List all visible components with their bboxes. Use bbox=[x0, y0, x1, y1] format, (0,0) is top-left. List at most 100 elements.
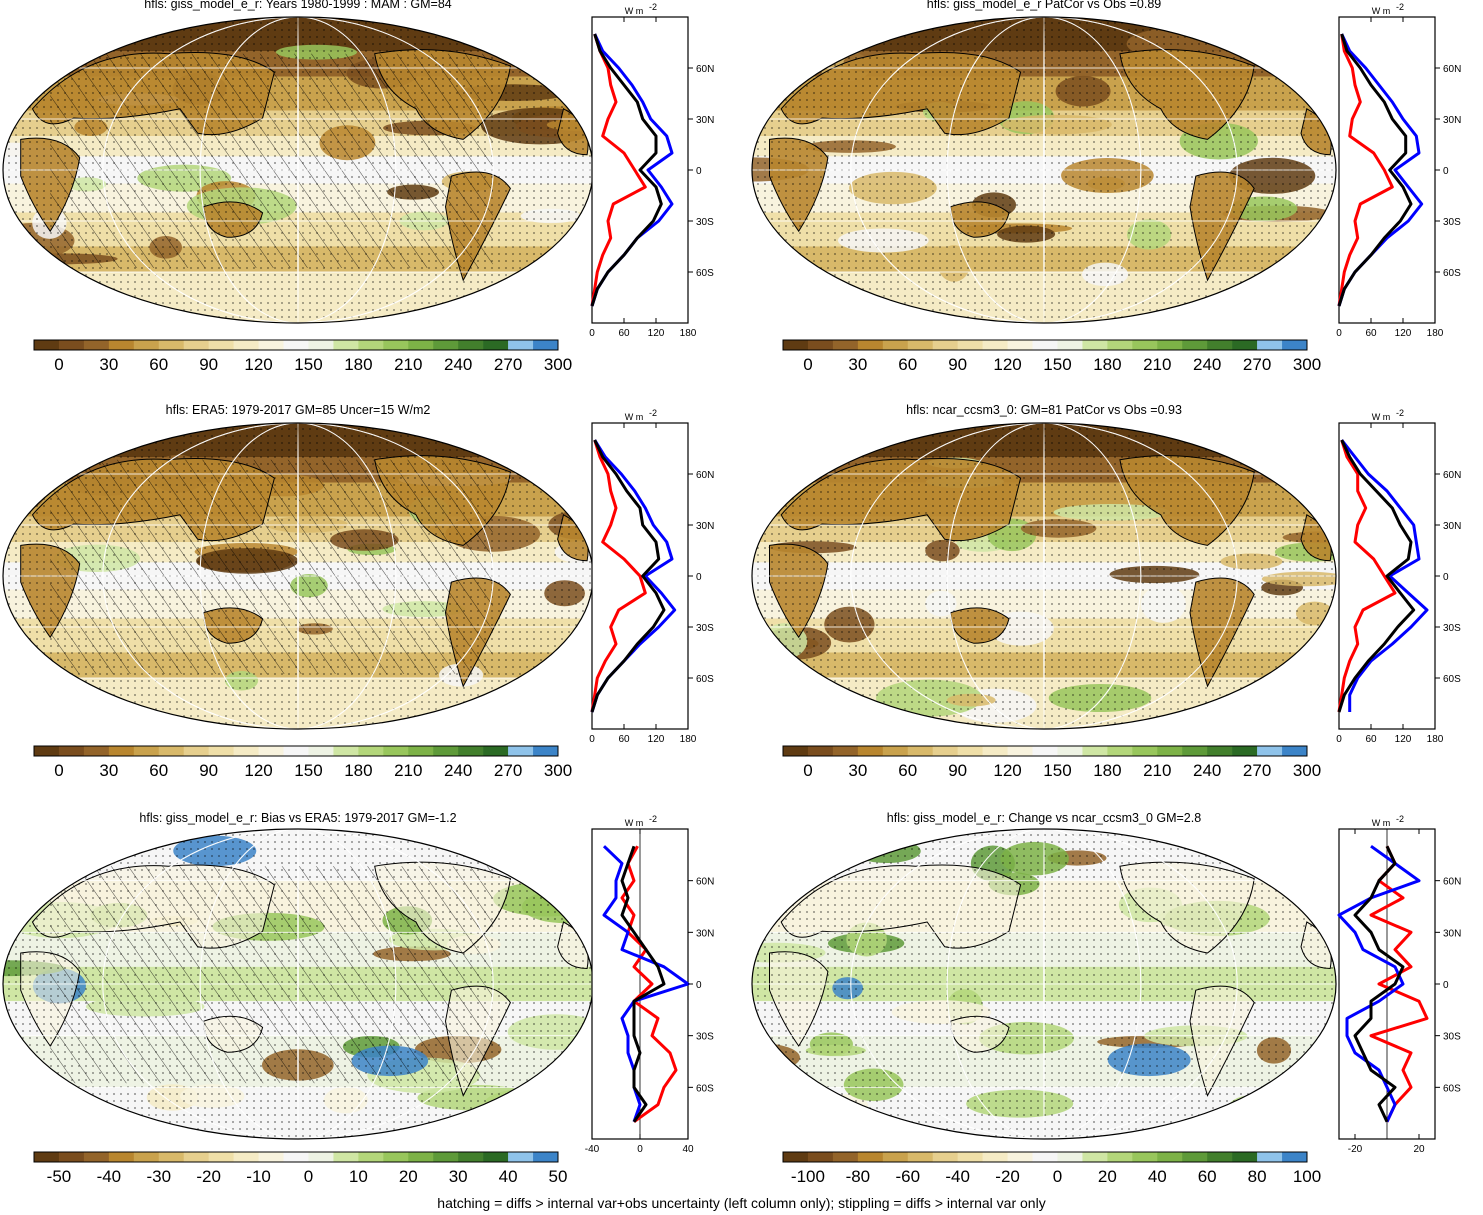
colorbar-tick-label: 300 bbox=[544, 761, 572, 780]
colorbar-tick-label: 270 bbox=[1243, 761, 1271, 780]
profile-unit-superscript: -2 bbox=[1396, 2, 1404, 12]
colorbar-swatch bbox=[383, 1152, 409, 1162]
colorbar-tick-label: 0 bbox=[304, 1167, 313, 1186]
colorbar-tick-label: 210 bbox=[1143, 355, 1171, 374]
colorbar-tick-label: 270 bbox=[494, 355, 522, 374]
profile-x-tick-label: 0 bbox=[637, 1144, 643, 1155]
colorbar-swatch bbox=[1132, 1152, 1158, 1162]
profile-y-tick-label: 0 bbox=[696, 980, 702, 991]
colorbar-tick-label: 10 bbox=[349, 1167, 368, 1186]
colorbar-swatch bbox=[458, 340, 484, 350]
colorbar-swatch bbox=[1157, 1152, 1183, 1162]
profile-y-tick-label: 30S bbox=[696, 217, 714, 228]
colorbar-swatch bbox=[308, 746, 334, 756]
colorbar-swatch bbox=[458, 746, 484, 756]
colorbar-swatch bbox=[433, 1152, 459, 1162]
colorbar-swatch bbox=[1157, 340, 1183, 350]
profile-line-red bbox=[590, 439, 647, 713]
colorbar-swatch bbox=[483, 746, 509, 756]
colorbar-swatch bbox=[508, 746, 534, 756]
colorbar-swatch bbox=[333, 340, 359, 350]
colorbar-swatch bbox=[857, 746, 884, 756]
profile-line-red bbox=[1337, 439, 1397, 713]
profile-obs-era5: 0 60 120 180 60N 30N 0 30S 60S W m -2 bbox=[589, 408, 714, 745]
colorbar-swatch bbox=[258, 340, 284, 350]
profile-x-tick-label: 0 bbox=[589, 734, 595, 745]
colorbar-tick-label: 90 bbox=[948, 761, 967, 780]
colorbar-swatch bbox=[1207, 746, 1233, 756]
colorbar-swatch bbox=[1257, 340, 1283, 350]
profile-line-black bbox=[620, 845, 666, 1123]
profile-x-tick-label: 180 bbox=[680, 328, 697, 339]
colorbar-swatch bbox=[208, 1152, 234, 1162]
profile-y-tick-label: 60S bbox=[1443, 268, 1461, 279]
colorbar-swatch bbox=[1082, 1152, 1108, 1162]
colorbar-swatch bbox=[832, 746, 859, 756]
profile-unit-label: W m bbox=[625, 412, 644, 422]
profile-x-tick-label: 120 bbox=[648, 734, 665, 745]
profile-y-tick-label: 60N bbox=[1443, 470, 1461, 481]
profile-y-tick-label: 60S bbox=[696, 268, 714, 279]
colorbar-swatch bbox=[1107, 340, 1133, 350]
colorbar-swatch bbox=[1082, 746, 1108, 756]
colorbar-swatch bbox=[1232, 340, 1258, 350]
colorbar-tick-label: 180 bbox=[1093, 761, 1121, 780]
profile-x-tick-label: 180 bbox=[1427, 328, 1444, 339]
profile-line-black bbox=[1337, 33, 1413, 307]
colorbar-tick-label: 0 bbox=[54, 355, 63, 374]
profile-compare-ncar: 0 60 120 180 60N 30N 0 30S 60S W m -2 bbox=[1336, 408, 1461, 745]
colorbar-tick-label: 0 bbox=[803, 355, 812, 374]
colorbar-tick-label: 120 bbox=[993, 355, 1021, 374]
colorbar-swatch bbox=[83, 340, 110, 350]
colorbar-swatch bbox=[83, 746, 110, 756]
colorbar-swatch bbox=[308, 1152, 334, 1162]
profile-unit-superscript: -2 bbox=[1396, 814, 1404, 824]
profile-line-blue bbox=[1340, 439, 1429, 712]
colorbar-swatch bbox=[208, 340, 234, 350]
colorbar-tick-label: 30 bbox=[99, 761, 118, 780]
profile-line-blue bbox=[1337, 844, 1421, 1123]
colorbar-swatch bbox=[957, 340, 983, 350]
map-change bbox=[751, 828, 1337, 1140]
profile-y-tick-label: 60N bbox=[696, 470, 714, 481]
profile-x-tick-label: 60 bbox=[618, 734, 630, 745]
colorbar-swatch bbox=[34, 1152, 60, 1162]
colorbar-swatch bbox=[932, 1152, 958, 1162]
profile-unit-superscript: -2 bbox=[649, 408, 657, 418]
colorbar-swatch bbox=[957, 746, 983, 756]
profile-unit-label: W m bbox=[1372, 818, 1391, 828]
colorbar-tick-label: 210 bbox=[394, 761, 422, 780]
colorbar-swatch bbox=[333, 746, 359, 756]
colorbar-tick-label: 60 bbox=[898, 355, 917, 374]
profile-x-tick-label: 120 bbox=[1395, 328, 1412, 339]
colorbar-swatch bbox=[108, 746, 135, 756]
colorbar-swatch bbox=[1257, 746, 1283, 756]
profile-x-tick-label: 180 bbox=[680, 734, 697, 745]
colorbar-tick-label: 80 bbox=[1248, 1167, 1267, 1186]
profile-x-tick-label: 40 bbox=[682, 1144, 694, 1155]
colorbar-change: -100 -80 -60 -40 -20 0 20 40 60 80 100 bbox=[782, 1151, 1321, 1186]
colorbar-swatch bbox=[1282, 340, 1308, 350]
profile-line-red bbox=[590, 33, 647, 307]
profile-x-tick-label: 60 bbox=[1365, 734, 1377, 745]
panel-title: hfls: giss_model_e_r PatCor vs Obs =0.89 bbox=[927, 0, 1162, 11]
colorbar-swatch bbox=[1282, 746, 1308, 756]
colorbar-swatch bbox=[932, 340, 958, 350]
colorbar-tick-label: 150 bbox=[294, 355, 322, 374]
colorbar-swatch bbox=[1132, 340, 1158, 350]
colorbar-swatch bbox=[233, 340, 259, 350]
colorbar-tick-label: -20 bbox=[995, 1167, 1020, 1186]
colorbar-swatch bbox=[233, 746, 259, 756]
colorbar-swatch bbox=[183, 1152, 209, 1162]
colorbar-tick-label: 270 bbox=[1243, 355, 1271, 374]
colorbar-tick-label: 60 bbox=[1198, 1167, 1217, 1186]
colorbar-tick-label: 30 bbox=[848, 761, 867, 780]
colorbar-bias: -50 -40 -30 -20 -10 0 10 20 30 40 50 bbox=[33, 1151, 567, 1186]
map-model-patcor bbox=[751, 16, 1337, 324]
colorbar-swatch bbox=[1182, 1152, 1208, 1162]
profile-y-tick-label: 0 bbox=[696, 572, 702, 583]
profile-unit-label: W m bbox=[1372, 412, 1391, 422]
profile-y-tick-label: 60N bbox=[696, 64, 714, 75]
profile-line-black bbox=[1353, 845, 1405, 1123]
colorbar-tick-label: 300 bbox=[1293, 355, 1321, 374]
